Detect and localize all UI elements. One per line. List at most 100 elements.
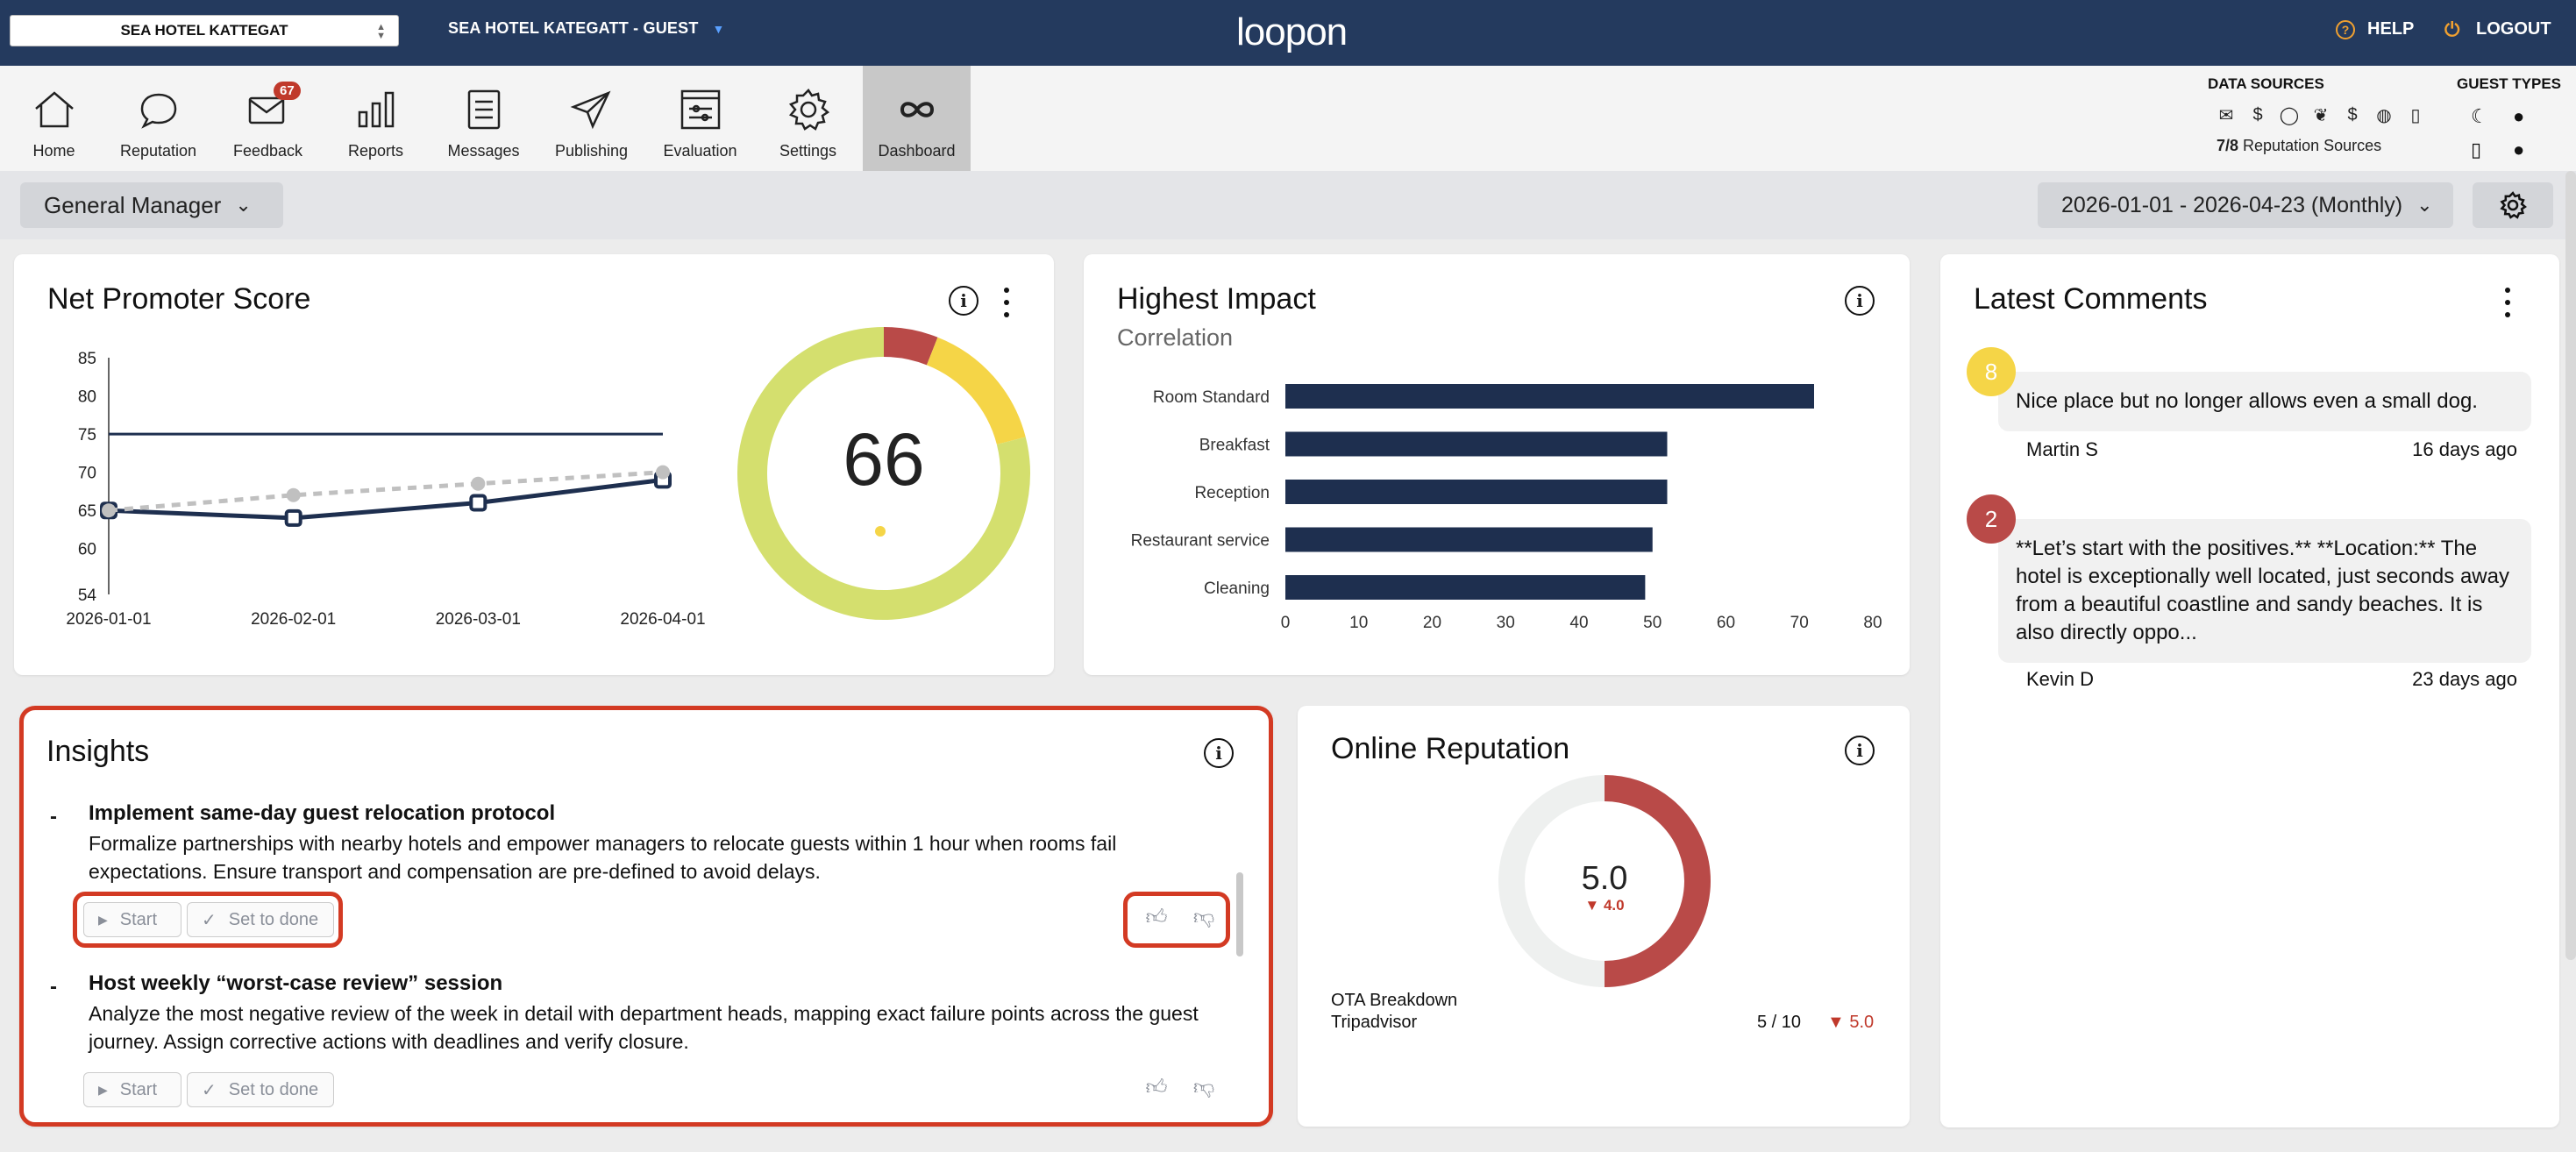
help-button[interactable]: ? HELP (2336, 19, 2414, 39)
moon-icon[interactable]: ☾ (2471, 105, 2488, 127)
bullet-dash: - (50, 975, 57, 999)
nps-series-line (108, 477, 664, 521)
chevron-down-icon: ⌄ (235, 194, 252, 216)
thumbs-down-icon[interactable]: 👎︎ (1192, 1076, 1215, 1099)
data-point (656, 465, 670, 480)
info-icon[interactable]: i (1845, 736, 1875, 765)
globe-icon[interactable]: ◍ (2376, 105, 2392, 125)
dollar-icon[interactable]: $ (2347, 104, 2358, 124)
gear-icon (2500, 191, 2527, 219)
insight-item: - Host weekly “worst-case review” sessio… (50, 971, 1225, 1056)
x-tick-label: 2026-03-01 (436, 610, 521, 629)
nav-item-feedback[interactable]: 67 Feedback (214, 66, 322, 171)
bar (1285, 480, 1668, 504)
up-down-arrows-icon: ▲ ▼ (376, 22, 386, 41)
thumbs-down-icon[interactable]: 👎︎ (1192, 906, 1215, 929)
logout-button[interactable]: ⏻ LOGOUT (2444, 19, 2551, 39)
nps-line-chart: 54 60 65 70 75 80 85 2026-01-01 2026-02-01 2026-0… (66, 350, 705, 629)
category-label: Breakfast (1199, 437, 1270, 455)
play-icon: ▶ (98, 1082, 108, 1097)
filter-bar: General Manager ⌄ 2026-01-01 - 2026-04-2… (0, 171, 2576, 239)
nav-item-evaluation[interactable]: Evaluation (646, 66, 754, 171)
bar (1285, 575, 1646, 600)
date-range-dropdown[interactable]: 2026-01-01 - 2026-04-23 (Monthly) ⌄ (2038, 182, 2453, 228)
nps-dot (875, 526, 886, 537)
nav-item-settings[interactable]: Settings (754, 66, 862, 171)
play-icon: ▶ (98, 912, 108, 927)
phone-icon[interactable]: ▯ (2410, 105, 2421, 125)
card-subtitle: Correlation (1117, 324, 1234, 351)
start-button[interactable]: ▶ Start (83, 902, 181, 937)
page-scrollbar[interactable] (2565, 171, 2576, 960)
nav-item-messages[interactable]: Messages (430, 66, 537, 171)
comment-text: Nice place but no longer allows even a s… (2016, 389, 2478, 413)
kebab-menu-icon[interactable] (2503, 288, 2512, 317)
dashboard-settings-button[interactable] (2473, 182, 2553, 228)
x-tick-label: 30 (1497, 614, 1515, 632)
card-title: Latest Comments (1974, 282, 2208, 316)
y-tick-label: 65 (78, 502, 96, 521)
person-icon[interactable]: ● (2513, 105, 2525, 127)
check-icon: ✓ (202, 1080, 217, 1100)
role-dropdown[interactable]: General Manager ⌄ (20, 182, 283, 228)
check-icon: ✓ (202, 910, 217, 930)
category-label: Reception (1194, 484, 1270, 502)
donut-segment (883, 327, 938, 366)
chat-icon[interactable]: ◯ (2279, 105, 2300, 125)
chat-bubble-icon (140, 93, 176, 129)
bar (1285, 527, 1653, 552)
dollar-icon[interactable]: $ (2252, 104, 2263, 124)
donut-fill (1604, 775, 1711, 987)
document-icon (467, 89, 500, 130)
ota-source-delta: ▼ 5.0 (1827, 1013, 1875, 1032)
hotel-select[interactable]: SEA HOTEL KATTEGAT ▲ ▼ (10, 15, 399, 46)
reputation-delta: ▼ 4.0 (1584, 897, 1625, 914)
bar (1285, 431, 1668, 457)
nav-item-reputation[interactable]: Reputation (104, 66, 212, 171)
envelope-icon[interactable]: ✉ (2218, 105, 2234, 125)
nps-score: 66 (843, 418, 925, 501)
latest-comments-card: Latest Comments 8 Nice place but no long… (1940, 254, 2559, 1127)
thumbs-up-icon[interactable]: 👍︎ (1145, 1076, 1168, 1099)
thumbs-up-icon[interactable]: 👍︎ (1145, 906, 1168, 929)
set-to-done-button[interactable]: ✓ Set to done (187, 902, 334, 937)
group-icon[interactable]: ● (2513, 139, 2525, 160)
info-icon[interactable]: i (1845, 286, 1875, 316)
comment-score-badge: 2 (1967, 494, 2016, 544)
highest-impact-card: Highest Impact Correlation i Room Standa… (1084, 254, 1910, 675)
data-point (471, 476, 486, 491)
insights-card: Insights i - Implement same-day guest re… (19, 706, 1273, 1127)
feedback-buttons-highlight (1123, 892, 1230, 948)
nav-item-publishing[interactable]: Publishing (537, 66, 645, 171)
start-button[interactable]: ▶ Start (83, 1072, 181, 1107)
comment-card[interactable]: 8 Nice place but no longer allows even a… (1967, 347, 2531, 431)
x-tick-label: 20 (1423, 614, 1441, 632)
leaf-icon[interactable]: ❦ (2313, 105, 2329, 125)
book-icon[interactable]: ▯ (2471, 139, 2482, 160)
card-title: Online Reputation (1331, 732, 1570, 765)
comment-card[interactable]: 2 **Let’s start with the positives.** **… (1967, 494, 2531, 663)
y-tick-label: 60 (78, 541, 96, 559)
insights-scrollbar[interactable] (1236, 872, 1243, 956)
x-tick-label: 60 (1717, 614, 1735, 632)
ota-breakdown-title: OTA Breakdown (1331, 991, 1458, 1010)
top-bar: SEA HOTEL KATTEGAT ▲ ▼ SEA HOTEL KATEGATT… (0, 0, 2576, 66)
nav-label: Reputation (119, 142, 197, 160)
insight-title: Implement same-day guest relocation prot… (89, 801, 556, 825)
action-buttons-highlight (73, 892, 343, 948)
category-label: Cleaning (1204, 580, 1270, 598)
y-tick-label: 75 (78, 426, 96, 444)
nav-item-home[interactable]: Home (0, 66, 108, 171)
profile-select[interactable]: SEA HOTEL KATEGATT - GUEST ▼ (448, 19, 725, 38)
nav-label: Reports (347, 142, 404, 160)
set-to-done-button[interactable]: ✓ Set to done (187, 1072, 334, 1107)
card-title: Insights (46, 735, 150, 768)
feedback-count-badge: 67 (274, 82, 301, 100)
info-icon[interactable]: i (949, 286, 978, 316)
nav-label: Messages (447, 142, 520, 160)
kebab-menu-icon[interactable] (1002, 288, 1011, 317)
nav-item-reports[interactable]: Reports (322, 66, 430, 171)
nav-item-dashboard[interactable]: Dashboard (863, 66, 971, 171)
home-icon (34, 91, 74, 128)
info-icon[interactable]: i (1204, 738, 1234, 768)
